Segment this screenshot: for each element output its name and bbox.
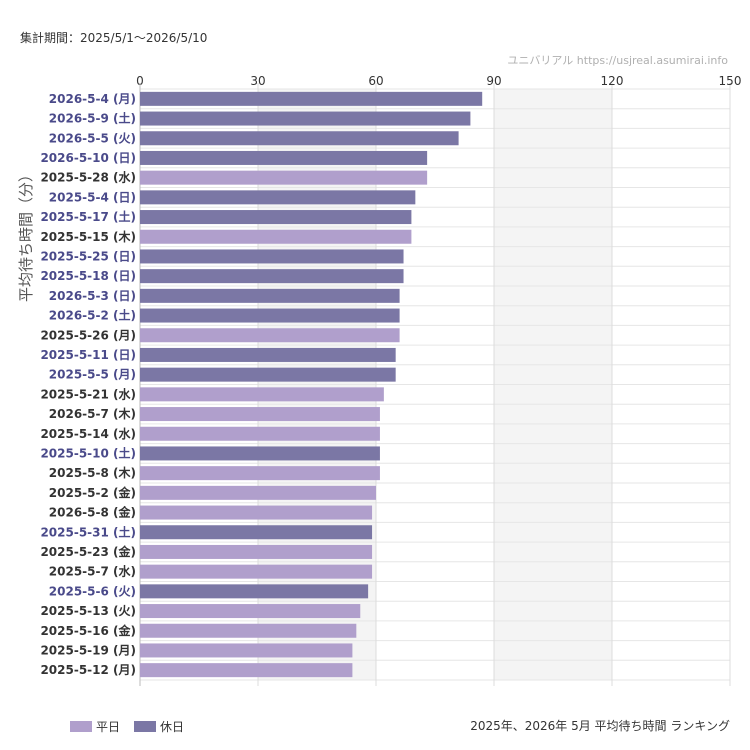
x-tick-label: 60 bbox=[368, 74, 383, 88]
category-label: 2025-5-6 (火) bbox=[49, 584, 136, 598]
bar bbox=[140, 485, 376, 500]
bar bbox=[140, 190, 416, 205]
bar bbox=[140, 623, 357, 638]
bar bbox=[140, 426, 380, 441]
bar bbox=[140, 407, 380, 422]
x-tick-label: 120 bbox=[601, 74, 624, 88]
y-axis-title: 平均待ち時間（分） bbox=[17, 167, 35, 302]
bar bbox=[140, 604, 361, 619]
category-label: 2026-5-3 (日) bbox=[49, 289, 136, 303]
bar bbox=[140, 347, 396, 362]
bar bbox=[140, 131, 459, 146]
bar bbox=[140, 91, 483, 106]
category-label: 2025-5-16 (金) bbox=[40, 623, 136, 638]
bar bbox=[140, 288, 400, 303]
bar bbox=[140, 584, 369, 599]
category-label: 2025-5-31 (土) bbox=[40, 524, 136, 539]
category-label: 2026-5-5 (火) bbox=[49, 131, 136, 145]
legend-item-holiday[interactable]: 休日 bbox=[134, 718, 184, 735]
bar bbox=[140, 367, 396, 382]
bar bbox=[140, 210, 412, 225]
category-label: 2026-5-8 (金) bbox=[49, 505, 136, 520]
category-label: 2025-5-14 (水) bbox=[40, 426, 136, 441]
x-tick-label: 0 bbox=[136, 74, 144, 88]
category-label: 2025-5-11 (日) bbox=[40, 348, 136, 362]
category-label: 2025-5-23 (金) bbox=[40, 544, 136, 559]
bar bbox=[140, 663, 353, 678]
legend-swatch-holiday bbox=[134, 721, 157, 732]
x-tick-label: 90 bbox=[486, 74, 501, 88]
category-label: 2025-5-8 (木) bbox=[49, 465, 136, 480]
category-label: 2025-5-15 (木) bbox=[40, 229, 136, 244]
category-label: 2025-5-5 (月) bbox=[49, 368, 136, 382]
legend-swatch-weekday bbox=[70, 721, 92, 732]
category-label: 2025-5-2 (金) bbox=[49, 485, 136, 500]
category-label: 2025-5-10 (土) bbox=[40, 445, 136, 460]
bar bbox=[140, 525, 373, 540]
bar bbox=[140, 505, 373, 520]
legend-label-weekday: 平日 bbox=[96, 720, 121, 734]
category-label: 2025-5-19 (月) bbox=[40, 643, 136, 657]
legend-item-weekday[interactable]: 平日 bbox=[70, 718, 120, 735]
category-label: 2025-5-26 (月) bbox=[40, 328, 136, 342]
category-label: 2025-5-28 (水) bbox=[40, 170, 136, 185]
bar bbox=[140, 466, 380, 481]
bar bbox=[140, 170, 428, 185]
x-tick-label: 150 bbox=[719, 74, 742, 88]
category-label: 2025-5-17 (土) bbox=[40, 209, 136, 224]
aggregation-period: 集計期間：2025/5/1〜2026/5/10 bbox=[20, 31, 208, 45]
legend-label-holiday: 休日 bbox=[160, 720, 185, 734]
bar bbox=[140, 229, 412, 244]
category-label: 2026-5-2 (土) bbox=[49, 308, 136, 323]
chart-caption: 2025年、2026年 5月 平均待ち時間 ランキング bbox=[470, 719, 730, 733]
category-label: 2025-5-4 (日) bbox=[49, 190, 136, 204]
bar bbox=[140, 111, 471, 126]
category-label: 2025-5-12 (月) bbox=[40, 663, 136, 677]
category-label: 2025-5-13 (火) bbox=[40, 604, 136, 618]
bar bbox=[140, 446, 380, 461]
bar bbox=[140, 308, 400, 323]
category-label: 2025-5-18 (日) bbox=[40, 269, 136, 283]
bar bbox=[140, 544, 373, 559]
category-label: 2026-5-4 (月) bbox=[49, 92, 136, 106]
category-label: 2026-5-7 (木) bbox=[49, 406, 136, 421]
bar bbox=[140, 643, 353, 658]
x-tick-label: 30 bbox=[250, 74, 265, 88]
bar bbox=[140, 269, 404, 284]
category-label: 2025-5-7 (水) bbox=[49, 564, 136, 579]
bar bbox=[140, 564, 373, 579]
category-label: 2025-5-25 (日) bbox=[40, 249, 136, 263]
legend: 平日 休日 bbox=[70, 718, 198, 735]
bar bbox=[140, 249, 404, 264]
category-label: 2026-5-9 (土) bbox=[49, 111, 136, 126]
category-label: 2026-5-10 (日) bbox=[40, 151, 136, 165]
bar bbox=[140, 150, 428, 165]
source-credit: ユニバリアル https://usjreal.asumirai.info bbox=[507, 54, 728, 67]
category-label: 2025-5-21 (水) bbox=[40, 386, 136, 401]
bar bbox=[140, 328, 400, 343]
bar bbox=[140, 387, 384, 402]
